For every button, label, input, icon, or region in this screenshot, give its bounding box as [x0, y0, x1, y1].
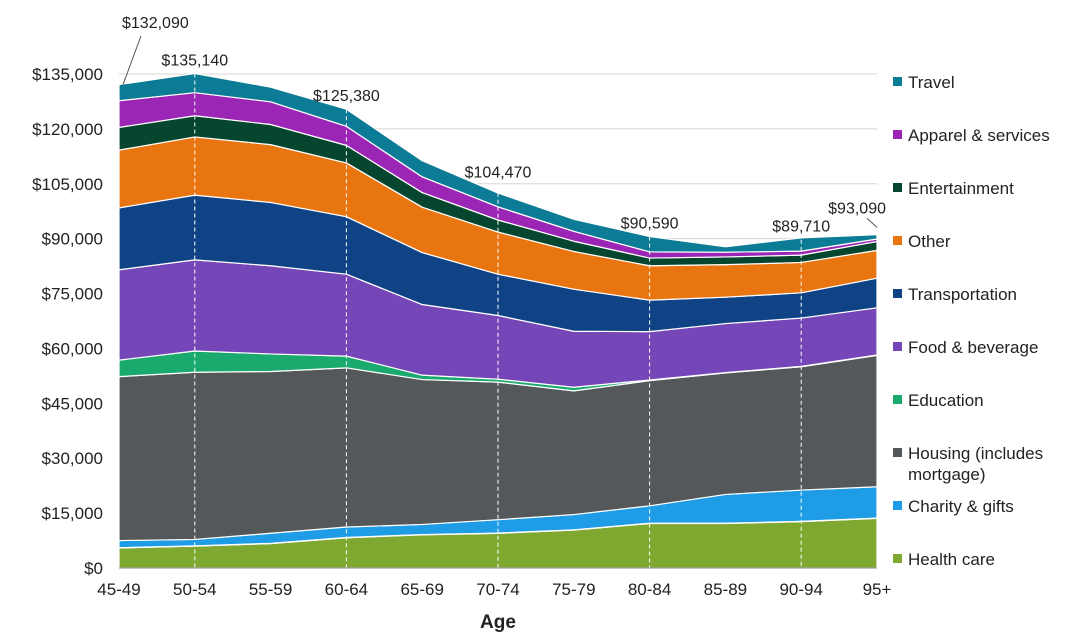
y-tick-label: $60,000 — [42, 339, 103, 358]
legend-label-line: Education — [908, 391, 984, 410]
annotation-leader — [122, 35, 142, 85]
y-tick-label: $105,000 — [32, 175, 103, 194]
legend-swatch — [893, 236, 902, 245]
x-tick-label: 85-89 — [704, 580, 747, 599]
legend-label-line: Housing (includes — [908, 444, 1043, 463]
legend-item-health-care: Health care — [893, 550, 995, 569]
y-tick-label: $15,000 — [42, 504, 103, 523]
legend-item-other: Other — [893, 232, 951, 251]
legend-label: Travel — [908, 73, 955, 92]
legend-item-education: Education — [893, 391, 984, 410]
legend-swatch — [893, 183, 902, 192]
legend-label: Education — [908, 391, 984, 410]
x-tick-label: 45-49 — [97, 580, 140, 599]
legend-label: Health care — [908, 550, 995, 569]
legend-swatch — [893, 501, 902, 510]
legend: Travel Apparel & services Entertainment Oth… — [893, 73, 1050, 569]
x-axis-title: Age — [480, 612, 516, 633]
legend-label: Apparel & services — [908, 126, 1050, 145]
legend-label-line: mortgage) — [908, 465, 985, 484]
legend-swatch — [893, 130, 902, 139]
total-label: $104,470 — [465, 165, 532, 182]
legend-item-entertainment: Entertainment — [893, 179, 1014, 198]
legend-label-line: Other — [908, 232, 951, 251]
total-label: $89,710 — [772, 219, 830, 236]
legend-swatch — [893, 554, 902, 563]
total-label: $93,090 — [828, 200, 886, 217]
legend-label: Entertainment — [908, 179, 1014, 198]
total-label: $90,590 — [621, 216, 679, 233]
annotation-leader — [866, 217, 878, 228]
y-tick-label: $135,000 — [32, 65, 103, 84]
legend-swatch — [893, 342, 902, 351]
legend-label-line: Health care — [908, 550, 995, 569]
x-tick-label: 50-54 — [173, 580, 216, 599]
x-tick-label: 60-64 — [325, 580, 368, 599]
series-boundary — [118, 517, 878, 549]
x-tick-label: 70-74 — [476, 580, 519, 599]
y-tick-label: $45,000 — [42, 394, 103, 413]
legend-label: Food & beverage — [908, 338, 1038, 357]
total-annotations: $132,090 $135,140 $125,380 $104,470 $90,590 $… — [122, 15, 886, 236]
x-tick-label: 75-79 — [552, 580, 595, 599]
legend-item-charity-gifts: Charity & gifts — [893, 497, 1014, 516]
legend-label-line: Apparel & services — [908, 126, 1050, 145]
x-tick-label: 65-69 — [400, 580, 443, 599]
total-label: $135,140 — [161, 52, 228, 69]
legend-item-travel: Travel — [893, 73, 955, 92]
y-tick-label: $120,000 — [32, 120, 103, 139]
y-tick-label: $75,000 — [42, 285, 103, 304]
total-label: $132,090 — [122, 15, 189, 32]
legend-swatch — [893, 289, 902, 298]
legend-label-line: Entertainment — [908, 179, 1014, 198]
legend-label-line: Charity & gifts — [908, 497, 1014, 516]
legend-label: Housing (includes mortgage) — [908, 444, 1043, 484]
axes: $0 $15,000 $30,000 $45,000 $60,000 $75,000 $90… — [32, 65, 891, 599]
legend-swatch — [893, 77, 902, 86]
x-tick-label: 90-94 — [779, 580, 822, 599]
legend-label: Other — [908, 232, 951, 251]
y-tick-label: $90,000 — [42, 230, 103, 249]
y-tick-label: $0 — [84, 559, 103, 578]
x-tick-label: 80-84 — [628, 580, 671, 599]
legend-label-line: Transportation — [908, 285, 1017, 304]
legend-swatch — [893, 395, 902, 404]
legend-item-housing-includes-mortgage: Housing (includes mortgage) — [893, 444, 1043, 484]
legend-label: Charity & gifts — [908, 497, 1014, 516]
legend-label-line: Food & beverage — [908, 338, 1038, 357]
y-tick-label: $30,000 — [42, 449, 103, 468]
legend-label: Transportation — [908, 285, 1017, 304]
annotation-guides — [122, 35, 878, 568]
total-label: $125,380 — [313, 88, 380, 105]
legend-item-food-beverage: Food & beverage — [893, 338, 1038, 357]
x-tick-label: 95+ — [863, 580, 892, 599]
legend-item-transportation: Transportation — [893, 285, 1017, 304]
legend-swatch — [893, 448, 902, 457]
x-tick-label: 55-59 — [249, 580, 292, 599]
legend-label-line: Travel — [908, 73, 955, 92]
legend-item-apparel-services: Apparel & services — [893, 126, 1050, 145]
